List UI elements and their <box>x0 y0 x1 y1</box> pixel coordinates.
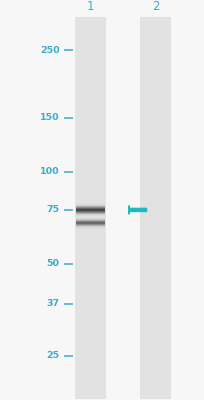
Bar <box>75 215 104 216</box>
Text: 37: 37 <box>46 299 59 308</box>
Bar <box>75 211 104 212</box>
Text: 150: 150 <box>40 114 59 122</box>
Bar <box>75 208 104 209</box>
Bar <box>75 214 104 215</box>
Text: 50: 50 <box>47 259 59 268</box>
Bar <box>75 210 104 211</box>
Bar <box>75 226 104 227</box>
Text: 2: 2 <box>151 0 159 13</box>
Bar <box>75 207 104 208</box>
Text: 1: 1 <box>86 0 94 13</box>
Text: 250: 250 <box>40 46 59 55</box>
Bar <box>75 209 104 210</box>
Bar <box>75 216 104 217</box>
Text: 100: 100 <box>40 167 59 176</box>
Bar <box>74 17 105 399</box>
Text: 25: 25 <box>46 351 59 360</box>
Bar <box>139 17 170 399</box>
Bar <box>75 205 104 206</box>
Text: 75: 75 <box>46 206 59 214</box>
Bar <box>75 204 104 205</box>
Bar <box>75 212 104 213</box>
Bar <box>75 206 104 207</box>
Bar <box>75 213 104 214</box>
Bar <box>75 227 104 228</box>
